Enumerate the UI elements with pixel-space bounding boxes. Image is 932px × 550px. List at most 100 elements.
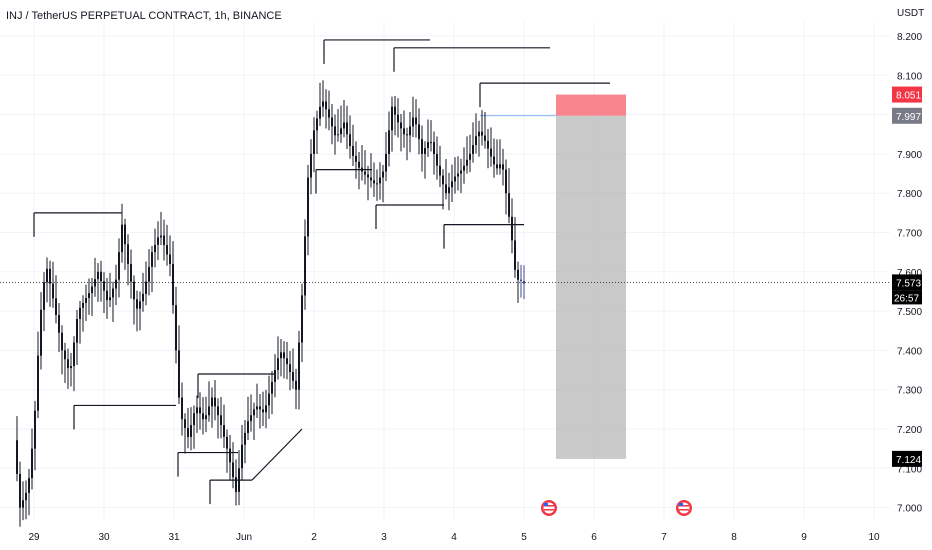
stop-price-badge: 8.051: [896, 91, 921, 102]
price-tick-label: 7.800: [897, 189, 922, 200]
candle-body: [445, 184, 447, 194]
candle-body: [235, 477, 237, 492]
candle-body: [55, 298, 57, 316]
candle-body: [70, 366, 72, 369]
candle-body: [373, 180, 375, 184]
date-tick-label: 2: [311, 532, 317, 543]
candle-body: [190, 425, 192, 437]
candle-body: [355, 155, 357, 162]
candle-body: [496, 164, 498, 169]
candle-body: [187, 428, 189, 437]
candle-body: [436, 153, 438, 166]
date-tick-label: Jun: [236, 532, 252, 543]
candle-body: [124, 224, 126, 245]
currency-label: USDT: [897, 8, 924, 19]
candle-body: [88, 293, 90, 298]
price-tick-label: 7.900: [897, 150, 922, 161]
date-tick-label: 9: [801, 532, 807, 543]
candle-body: [334, 126, 336, 136]
candle-body: [193, 413, 195, 426]
candle-body: [451, 181, 453, 188]
date-tick-label: 5: [521, 532, 527, 543]
candle-body: [226, 436, 228, 449]
candle-body: [196, 407, 198, 414]
candle-body: [391, 106, 393, 131]
candle-body: [85, 298, 87, 303]
date-tick-label: 8: [731, 532, 737, 543]
candle-body: [223, 425, 225, 437]
candle-body: [424, 148, 426, 154]
countdown-label: 26:57: [894, 293, 919, 304]
candle-body: [418, 124, 420, 140]
event-markers: [541, 500, 692, 516]
candle-body: [127, 244, 129, 264]
candle-body: [97, 271, 99, 280]
price-tick-label: 7.100: [897, 464, 922, 475]
candle-body: [415, 117, 417, 125]
candle-body: [106, 290, 108, 301]
current-price-badge-bg: [892, 274, 922, 291]
candle-body: [493, 156, 495, 165]
candle-body: [76, 318, 78, 343]
candle-body: [382, 171, 384, 178]
us-event-flag-icon: [541, 500, 557, 516]
candle-body: [259, 406, 261, 410]
candle-body: [151, 252, 153, 267]
candle-body: [409, 126, 411, 136]
candle-body: [370, 177, 372, 181]
candle-body: [439, 165, 441, 176]
candle-body: [163, 235, 165, 246]
candle-body: [202, 413, 204, 420]
candle-body: [262, 409, 264, 413]
level-lines: [0, 39, 890, 505]
candle-body: [79, 307, 81, 319]
price-tick-label: 7.200: [897, 425, 922, 436]
candle-body: [46, 268, 48, 283]
candle-body: [115, 279, 117, 289]
candle-body: [481, 131, 483, 136]
candle-body: [508, 193, 510, 217]
candle-body: [82, 302, 84, 308]
candle-body: [250, 415, 252, 422]
target-price-badge-bg: [892, 450, 922, 467]
candle-body: [61, 332, 63, 351]
candle-body: [289, 364, 291, 373]
current-price-badge: 7.573: [896, 278, 921, 289]
candle-body: [304, 236, 306, 296]
candle-body: [19, 473, 21, 508]
event-flag-stripe: [544, 505, 554, 507]
candle-body: [499, 164, 501, 169]
candle-body: [52, 283, 54, 299]
stop-price-badge-bg: [892, 86, 922, 103]
date-tick-label: 3: [381, 532, 387, 543]
time-axis: 29 30 31 Jun 2 3 4 5 6 7 8 9 10: [28, 532, 880, 543]
candle-body: [316, 118, 318, 131]
candle-body: [307, 177, 309, 237]
candle-body: [385, 153, 387, 172]
candle-body: [394, 106, 396, 115]
candle-body: [247, 421, 249, 433]
candle-body: [379, 177, 381, 184]
candle-body: [361, 167, 363, 172]
candle-body: [475, 136, 477, 146]
candle-body: [517, 269, 519, 280]
candle-body: [301, 295, 303, 343]
candle-body: [397, 114, 399, 123]
candle-body: [121, 224, 123, 253]
candle-body: [403, 128, 405, 135]
candle-body: [16, 440, 18, 474]
candle-body: [487, 140, 489, 149]
price-tick-label: 8.100: [897, 71, 922, 82]
candle-body: [160, 235, 162, 238]
date-tick-label: 7: [661, 532, 667, 543]
candle-body: [427, 142, 429, 149]
candle-body: [484, 135, 486, 141]
candle-body: [169, 254, 171, 264]
candle-body: [220, 415, 222, 426]
candle-body: [523, 280, 525, 284]
candle-body: [157, 237, 159, 245]
candle-body: [406, 134, 408, 136]
event-flag-canton: [544, 503, 548, 506]
candle-body: [118, 252, 120, 280]
